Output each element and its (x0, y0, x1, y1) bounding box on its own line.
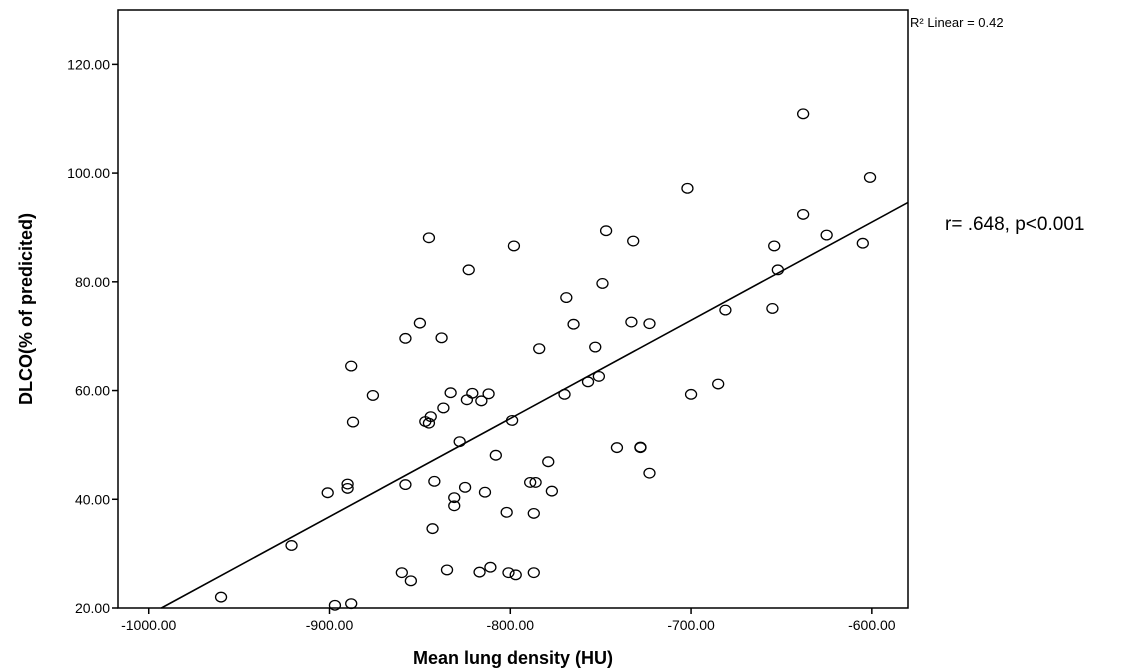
data-point (458, 481, 472, 493)
data-point (542, 456, 555, 468)
y-axis-title: DLCO(% of predicited) (16, 213, 36, 405)
data-point (545, 485, 559, 497)
data-point (214, 591, 228, 603)
data-point (527, 567, 540, 579)
data-point (448, 492, 461, 504)
data-point (863, 171, 877, 183)
data-point (599, 225, 613, 237)
data-point (771, 264, 784, 276)
data-point (567, 318, 580, 330)
data-point (462, 264, 475, 276)
x-tick-label: -700.00 (667, 617, 715, 633)
data-point (428, 475, 441, 487)
data-point (448, 500, 461, 512)
data-point (426, 523, 439, 535)
data-point (796, 108, 810, 120)
data-point (684, 388, 698, 400)
data-point (473, 566, 486, 578)
data-point (796, 208, 810, 220)
data-point (453, 436, 466, 448)
data-point (712, 378, 725, 390)
data-point (346, 416, 360, 428)
data-point (719, 304, 732, 316)
data-point (422, 232, 436, 244)
data-point (596, 277, 609, 289)
data-point (592, 370, 606, 382)
data-point (634, 442, 647, 454)
data-point (500, 506, 513, 518)
x-tick-label: -600.00 (848, 617, 896, 633)
r-squared-label: R² Linear = 0.42 (910, 15, 1004, 30)
x-axis-title: Mean lung density (HU) (413, 648, 613, 668)
data-point (285, 540, 298, 551)
data-point (424, 411, 437, 423)
data-point (610, 442, 624, 454)
data-point (768, 240, 781, 252)
y-tick-label: 120.00 (67, 56, 110, 72)
data-point (558, 388, 571, 400)
data-point (460, 394, 474, 406)
data-point (345, 360, 358, 372)
data-point (321, 487, 334, 499)
y-tick-label: 80.00 (75, 274, 110, 290)
data-point (507, 240, 521, 252)
data-point (627, 235, 640, 247)
data-point (643, 467, 656, 479)
data-point (440, 564, 454, 576)
data-point (482, 388, 495, 400)
data-point (560, 292, 573, 304)
data-point (509, 569, 522, 581)
regression-line (161, 201, 909, 609)
x-tick-label: -900.00 (306, 617, 354, 633)
x-tick-label: -800.00 (487, 617, 535, 633)
data-point (399, 332, 412, 344)
data-point (856, 237, 869, 249)
data-point (328, 599, 342, 611)
data-point (395, 567, 408, 579)
data-point (643, 318, 656, 330)
data-point (625, 316, 638, 328)
data-point (435, 332, 448, 344)
data-point (422, 417, 436, 429)
data-point (527, 507, 540, 519)
correlation-annotation: r= .648, p<0.001 (945, 214, 1085, 235)
data-point (489, 449, 502, 461)
x-axis: -1000.00 -900.00 -800.00 -700.00 -600.00 (121, 608, 896, 633)
data-points-layer (214, 108, 877, 611)
data-point (345, 598, 358, 610)
data-point (341, 482, 354, 494)
data-point (366, 389, 380, 401)
data-point (502, 567, 515, 579)
y-tick-label: 20.00 (75, 600, 110, 616)
data-point (466, 387, 479, 399)
data-point (413, 317, 427, 329)
regression-line-layer (161, 201, 909, 609)
plot-area-frame (117, 9, 909, 609)
data-point (581, 376, 595, 388)
x-tick-label: -1000.00 (121, 617, 176, 633)
y-axis: 20.00 40.00 60.00 80.00 100.00 120.00 (67, 56, 118, 616)
data-point (437, 402, 450, 414)
data-point (404, 575, 418, 587)
data-point (766, 303, 779, 314)
data-point (529, 476, 542, 488)
y-tick-label: 60.00 (75, 383, 110, 399)
data-point (475, 395, 488, 407)
data-point (484, 561, 497, 573)
data-point (505, 414, 519, 426)
data-point (533, 343, 546, 355)
data-point (820, 229, 833, 241)
data-point (341, 478, 354, 490)
y-tick-label: 40.00 (75, 491, 110, 507)
y-tick-label: 100.00 (67, 165, 110, 181)
data-point (589, 341, 602, 353)
data-point (524, 476, 537, 488)
data-point (399, 479, 412, 491)
data-point (478, 486, 492, 498)
data-point (444, 387, 457, 399)
data-point (681, 182, 694, 194)
